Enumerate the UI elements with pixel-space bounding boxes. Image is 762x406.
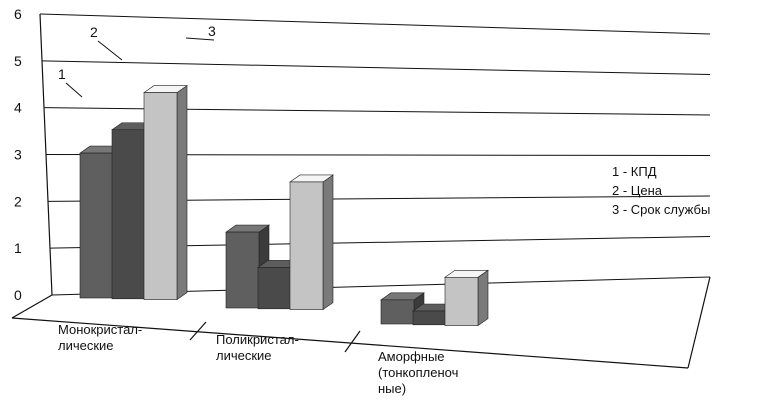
gridline-5 — [41, 60, 711, 75]
gridline-6 — [39, 13, 711, 35]
bars-layer — [79, 85, 489, 327]
category-label-3-line-3: ные) — [378, 381, 406, 396]
series-marker-line-2 — [97, 40, 123, 61]
bar-s3-c1 — [143, 85, 188, 301]
y-tick-label-6: 6 — [14, 6, 22, 22]
series-marker-3: 3 — [208, 23, 216, 39]
bar-s3-c3 — [444, 269, 489, 327]
floor-right-edge — [687, 276, 711, 369]
floor-divider-1 — [344, 330, 361, 353]
y-tick-label-0: 0 — [14, 287, 22, 303]
legend: 1 - КПД 2 - Цена 3 - Срок службы — [612, 164, 710, 217]
wall-edge — [39, 13, 53, 296]
y-tick-label-1: 1 — [14, 240, 22, 256]
category-label-1-line-1: Монокристал- — [58, 322, 142, 337]
legend-entry-2: 2 - Цена — [612, 183, 663, 198]
legend-entry-3: 3 - Срок службы — [612, 202, 710, 217]
y-tick-label-2: 2 — [14, 193, 22, 209]
category-label-3-line-2: (тонкопленоч — [378, 365, 458, 380]
y-tick-label-5: 5 — [14, 53, 22, 69]
bar-s3-c2 — [289, 174, 334, 311]
category-label-1-line-2: лические — [58, 338, 114, 353]
floor-left-edge — [11, 294, 53, 319]
series-marker-2: 2 — [90, 24, 98, 40]
category-label-2-line-1: Поликристал- — [216, 332, 299, 347]
series-marker-line-1 — [65, 82, 83, 98]
y-tick-label-3: 3 — [14, 147, 22, 163]
legend-entry-1: 1 - КПД — [612, 164, 657, 179]
floor-front-edge — [11, 317, 689, 369]
category-label-2-line-2: лические — [216, 348, 272, 363]
category-label-3-line-1: Аморфные — [378, 349, 445, 364]
y-tick-label-4: 4 — [14, 100, 22, 116]
series-marker-1: 1 — [58, 66, 66, 82]
series-marker-line-3 — [185, 37, 215, 41]
floor-divider-0 — [189, 321, 207, 341]
